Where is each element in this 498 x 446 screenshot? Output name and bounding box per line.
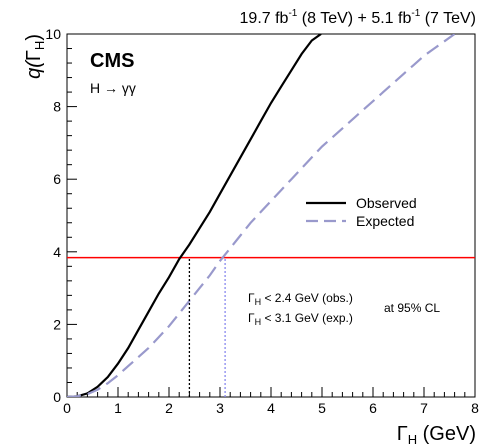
legend: Observed Expected xyxy=(306,195,417,229)
x-tick-label: 1 xyxy=(114,400,122,416)
experiment-label: CMS xyxy=(90,50,134,72)
y-tick-label: 2 xyxy=(53,316,61,332)
channel-label: H → γγ xyxy=(90,80,136,96)
x-tick-label: 3 xyxy=(216,400,224,416)
y-tick-label: 8 xyxy=(53,99,61,115)
x-tick-label: 4 xyxy=(267,400,275,416)
y-axis: 0 2 4 6 8 10 xyxy=(45,26,77,405)
x-tick-label: 2 xyxy=(165,400,173,416)
cl-label: at 95% CL xyxy=(384,301,440,315)
x-tick-label: 6 xyxy=(369,400,377,416)
y-tick-label: 0 xyxy=(53,389,61,405)
y-tick-label: 6 xyxy=(53,171,61,187)
series-line-observed xyxy=(67,34,322,397)
x-axis: 0 1 2 3 4 5 6 7 8 xyxy=(63,387,479,416)
y-tick-label: 10 xyxy=(45,26,61,42)
x-tick-label: 0 xyxy=(63,400,71,416)
y-axis-title: q(ΓH) xyxy=(23,34,47,79)
x-axis-title: ΓH (GeV) xyxy=(397,423,476,446)
exp-limit-label: ΓH < 3.1 GeV (exp.) xyxy=(248,311,353,327)
limits-annotation: ΓH < 2.4 GeV (obs.) ΓH < 3.1 GeV (exp.) … xyxy=(248,291,440,327)
y-tick-label: 4 xyxy=(53,244,61,260)
legend-label-observed: Observed xyxy=(356,195,417,211)
legend-label-expected: Expected xyxy=(356,213,414,229)
lumi-label: 19.7 fb-1 (8 TeV) + 5.1 fb-1 (7 TeV) xyxy=(240,8,476,27)
x-tick-label: 8 xyxy=(471,400,479,416)
obs-limit-label: ΓH < 2.4 GeV (obs.) xyxy=(248,291,353,307)
x-tick-label: 7 xyxy=(420,400,428,416)
x-tick-label: 5 xyxy=(318,400,326,416)
series-line-expected xyxy=(67,34,456,397)
